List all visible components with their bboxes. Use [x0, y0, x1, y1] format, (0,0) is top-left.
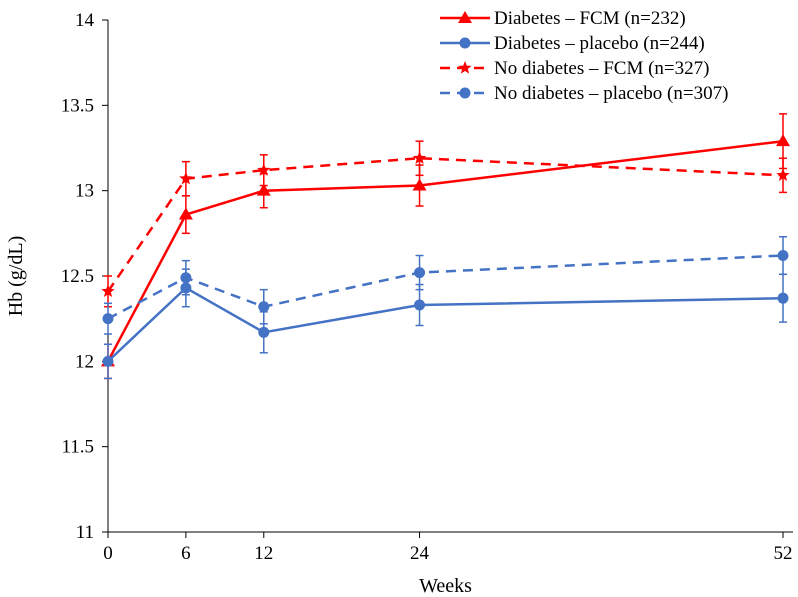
data-point — [777, 292, 789, 304]
legend-item: No diabetes – placebo (n=307) — [440, 83, 728, 104]
data-point — [101, 284, 115, 298]
legend: Diabetes – FCM (n=232) Diabetes – placebo… — [440, 8, 728, 104]
data-point — [258, 301, 270, 313]
legend-label: No diabetes – FCM (n=327) — [494, 58, 709, 79]
y-axis-title: Hb (g/dL) — [5, 236, 27, 317]
data-point — [102, 313, 114, 325]
y-tick-label: 12 — [75, 351, 94, 372]
series-3 — [101, 140, 790, 308]
series-line — [107, 254, 784, 320]
legend-label: Diabetes – placebo (n=244) — [494, 33, 705, 54]
x-tick-label: 6 — [181, 543, 191, 564]
legend-label: Diabetes – FCM (n=232) — [494, 8, 686, 29]
data-point — [776, 168, 790, 181]
x-axis-ticks: 0 6 12 24 52 — [103, 532, 793, 564]
series-line — [106, 156, 784, 293]
series-1 — [101, 113, 790, 380]
legend-marker — [458, 61, 472, 74]
legend-marker — [459, 87, 471, 99]
legend-item: Diabetes – FCM (n=232) — [440, 8, 686, 29]
y-tick-label: 14 — [75, 10, 95, 31]
data-point — [414, 299, 426, 311]
legend-marker — [459, 37, 471, 49]
legend-marker — [458, 11, 472, 23]
y-axis-ticks: 11 11.5 12 12.5 13 13.5 14 — [61, 10, 108, 543]
legend-item: Diabetes – placebo (n=244) — [440, 33, 705, 54]
x-tick-label: 52 — [774, 543, 793, 564]
x-tick-label: 24 — [410, 543, 430, 564]
data-point — [777, 250, 789, 262]
data-point — [257, 163, 271, 176]
data-point — [776, 134, 790, 147]
data-point — [414, 267, 426, 279]
data-point — [412, 151, 427, 164]
y-tick-label: 13 — [75, 181, 94, 202]
data-point — [180, 272, 192, 284]
y-tick-label: 11 — [76, 522, 94, 543]
legend-label: No diabetes – placebo (n=307) — [494, 83, 728, 104]
data-point — [256, 183, 271, 196]
y-tick-label: 12.5 — [61, 266, 94, 287]
x-tick-label: 0 — [103, 543, 113, 564]
data-point — [178, 207, 193, 220]
legend-item: No diabetes – FCM (n=327) — [440, 58, 709, 79]
y-tick-label: 11.5 — [61, 437, 94, 458]
data-point — [102, 355, 114, 367]
series-line — [106, 139, 784, 362]
series-4 — [102, 235, 789, 335]
data-point — [412, 178, 427, 191]
series-layer — [101, 113, 790, 380]
x-tick-label: 12 — [254, 543, 273, 564]
x-axis-title: Weeks — [419, 575, 472, 597]
data-point — [258, 326, 270, 338]
y-tick-label: 13.5 — [61, 95, 94, 116]
data-point — [179, 171, 193, 185]
series-line — [107, 286, 784, 363]
